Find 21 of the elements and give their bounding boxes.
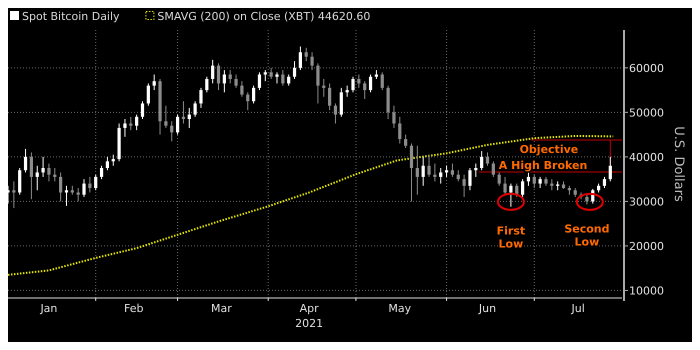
x-tick-label: Mar xyxy=(211,302,232,315)
y-tick-label: 40000 xyxy=(629,150,664,164)
annotation: A High Broken xyxy=(498,159,588,172)
annotation: First Low xyxy=(496,224,526,251)
legend-label: SMAVG (200) on Close (XBT) 44620.60 xyxy=(157,10,370,23)
x-tick-label: Jan xyxy=(39,302,58,315)
y-axis-title: U.S. Dollars xyxy=(671,126,686,202)
y-tick-label: 60000 xyxy=(629,62,664,75)
y-tick-label: 20000 xyxy=(629,240,664,253)
x-tick-label: Jul xyxy=(570,302,585,315)
legend-label: Spot Bitcoin Daily xyxy=(22,10,120,23)
y-tick-label: 50000 xyxy=(629,106,664,120)
x-tick-label: Feb xyxy=(124,302,144,315)
y-tick-label: 30000 xyxy=(629,195,664,208)
x-tick-label: May xyxy=(388,302,412,315)
x-tick-label: Jun xyxy=(478,302,496,315)
annotation: Objective xyxy=(520,142,578,156)
y-tick-label: 10000 xyxy=(629,284,664,298)
x-axis-title: 2021 xyxy=(295,317,324,330)
annotation: Second Low xyxy=(564,222,610,249)
x-tick-label: Apr xyxy=(300,302,320,315)
